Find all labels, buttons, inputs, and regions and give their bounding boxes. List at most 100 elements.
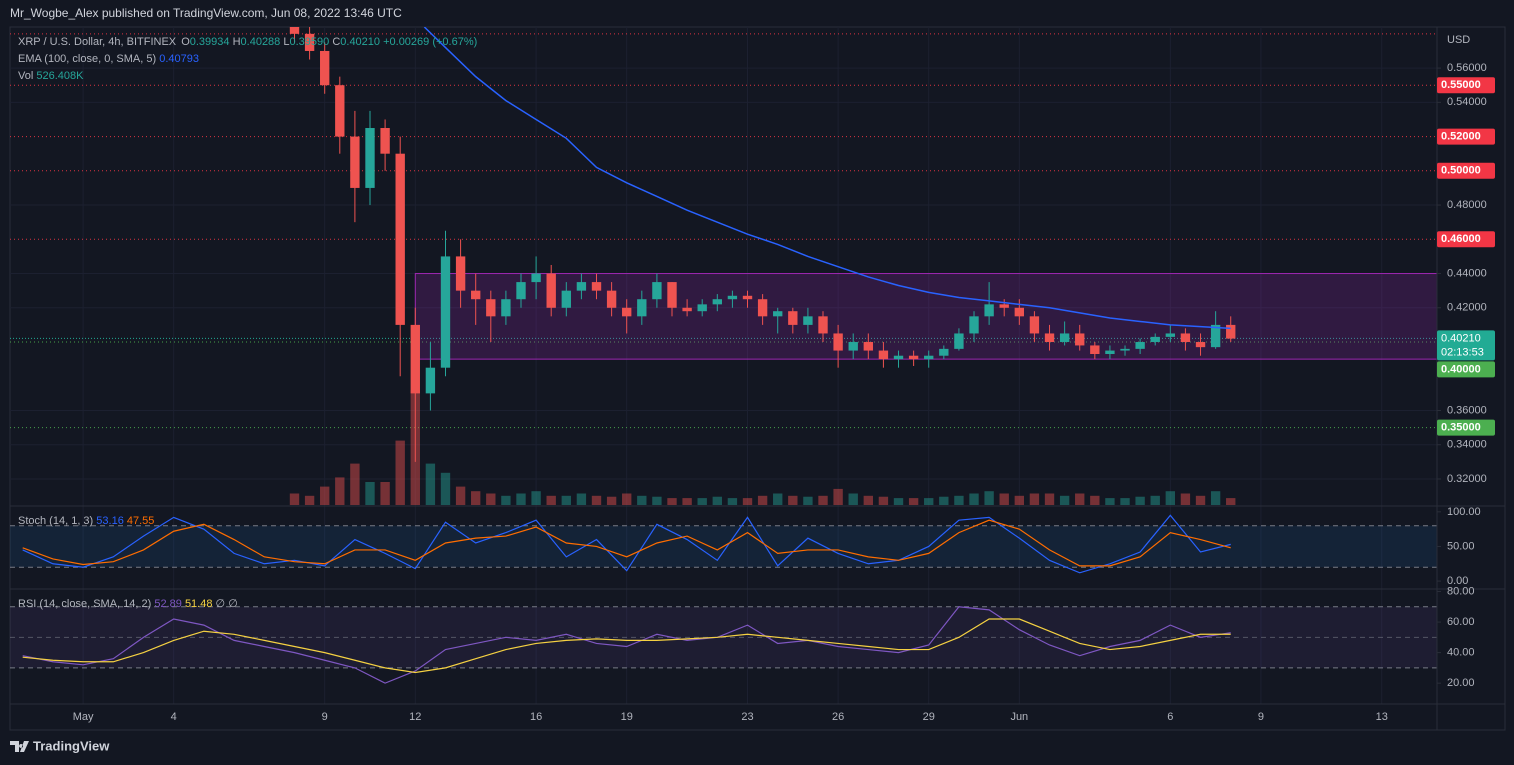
main-plot (289, 27, 1437, 505)
countdown-label: 02:13:53 (1441, 346, 1484, 358)
volume-bar (848, 493, 858, 505)
rsi-plot (10, 606, 1437, 684)
level-label: 0.52000 (1441, 130, 1481, 142)
change: +0.00269 (+0.67%) (383, 36, 477, 48)
candle-body (546, 273, 556, 308)
candle-body (939, 348, 949, 356)
volume-bar (924, 498, 934, 505)
candle-body (818, 316, 828, 334)
volume-bar (652, 496, 662, 505)
volume-bar (380, 482, 390, 505)
candle-body (908, 355, 919, 360)
candle-body (893, 355, 904, 360)
volume-bar (803, 496, 813, 505)
volume-bar (576, 493, 587, 505)
candle-body (1044, 333, 1055, 343)
volume-bar (440, 472, 451, 505)
volume-bar (999, 493, 1009, 505)
volume-bar (969, 493, 979, 505)
symbol-title: XRP / U.S. Dollar, 4h, BITFINEX (18, 36, 177, 48)
candle-body (969, 316, 979, 334)
ohlc-key: H (233, 36, 241, 48)
volume-bar (471, 491, 481, 505)
candle-body (304, 33, 315, 51)
candle-body (833, 333, 843, 351)
candle-body (365, 128, 375, 188)
volume-bar (1195, 495, 1206, 505)
candle-body (637, 299, 647, 317)
volume-bar (1059, 495, 1070, 505)
candle-body (667, 282, 677, 308)
ohlc-value: 0.40288 (241, 36, 281, 48)
y-tick-label: 0.44000 (1447, 267, 1487, 279)
last-price-badge (1437, 330, 1495, 361)
volume-bar (878, 496, 889, 505)
volume-bar (365, 482, 375, 505)
y-tick-label: 0.32000 (1447, 473, 1487, 485)
last-price-label: 0.40210 (1441, 332, 1481, 344)
level-badge (1437, 231, 1495, 248)
x-tick-label: 4 (171, 711, 177, 723)
y-tick-label: 0.36000 (1447, 404, 1487, 416)
y-tick-label: 0.42000 (1447, 302, 1487, 314)
rsi-extra: ∅ (228, 598, 238, 610)
y-tick-label: 40.00 (1447, 647, 1475, 659)
ema-name: EMA (100, close, 0, SMA, 5) (18, 53, 156, 65)
volume-bar (1226, 498, 1236, 505)
x-tick-label: 9 (322, 711, 328, 723)
ema-line (423, 27, 1231, 330)
volume-bar (289, 493, 300, 505)
ema-legend: EMA (100, close, 0, SMA, 5) 0.40793 (18, 53, 199, 65)
candle-body (999, 304, 1009, 308)
y-tick-label: 0.00 (1447, 575, 1468, 587)
y-tick-label: 0.56000 (1447, 62, 1487, 74)
candle-body (1180, 333, 1191, 343)
candle-body (380, 128, 390, 154)
candle-body (1165, 333, 1176, 337)
candle-body (1195, 342, 1206, 348)
candle-body (516, 282, 526, 300)
volume-bar (335, 477, 345, 505)
ema-value: 0.40793 (159, 53, 199, 65)
volume-bar (320, 486, 330, 505)
volume-bar (501, 495, 511, 505)
volume-bar (1120, 498, 1130, 505)
volume-bar (773, 493, 783, 505)
candle-body (410, 324, 420, 394)
levels (10, 33, 1437, 429)
candle-body (501, 299, 511, 317)
candle-body (486, 299, 496, 317)
rsi-title: RSI (14, close, SMA, 14, 2) (18, 598, 151, 610)
volume-bar (908, 498, 919, 505)
volume-bar (304, 495, 315, 505)
candle-body (622, 307, 632, 317)
main-legend: XRP / U.S. Dollar, 4h, BITFINEX O0.39934… (18, 36, 477, 48)
chart-frame (9, 26, 1506, 731)
vol-name: Vol (18, 70, 33, 82)
volume-bar (395, 440, 405, 505)
candle-body (471, 290, 481, 300)
stoch-d: 47.55 (127, 515, 155, 527)
candle-body (1029, 316, 1040, 334)
candle-body (1226, 324, 1236, 339)
candle-body (1150, 336, 1160, 343)
volume-bar (833, 488, 843, 505)
level-badge (1437, 162, 1495, 179)
candle-body (727, 295, 738, 300)
y-tick-label: 50.00 (1447, 540, 1475, 552)
volume-bar (727, 498, 738, 505)
volume-bar (954, 495, 964, 505)
volume-bar (1135, 496, 1145, 505)
candle-body (757, 299, 768, 317)
volume-bar (757, 495, 768, 505)
candle-body (591, 282, 602, 291)
volume-bar (455, 486, 466, 505)
candle-body (712, 299, 722, 305)
ohlc-key: C (332, 36, 340, 48)
volume-bar (667, 498, 677, 505)
x-tick-label: 12 (409, 711, 421, 723)
volume-bar (1029, 493, 1040, 505)
volume-bar (1044, 493, 1055, 505)
volume-bar (1105, 498, 1115, 505)
